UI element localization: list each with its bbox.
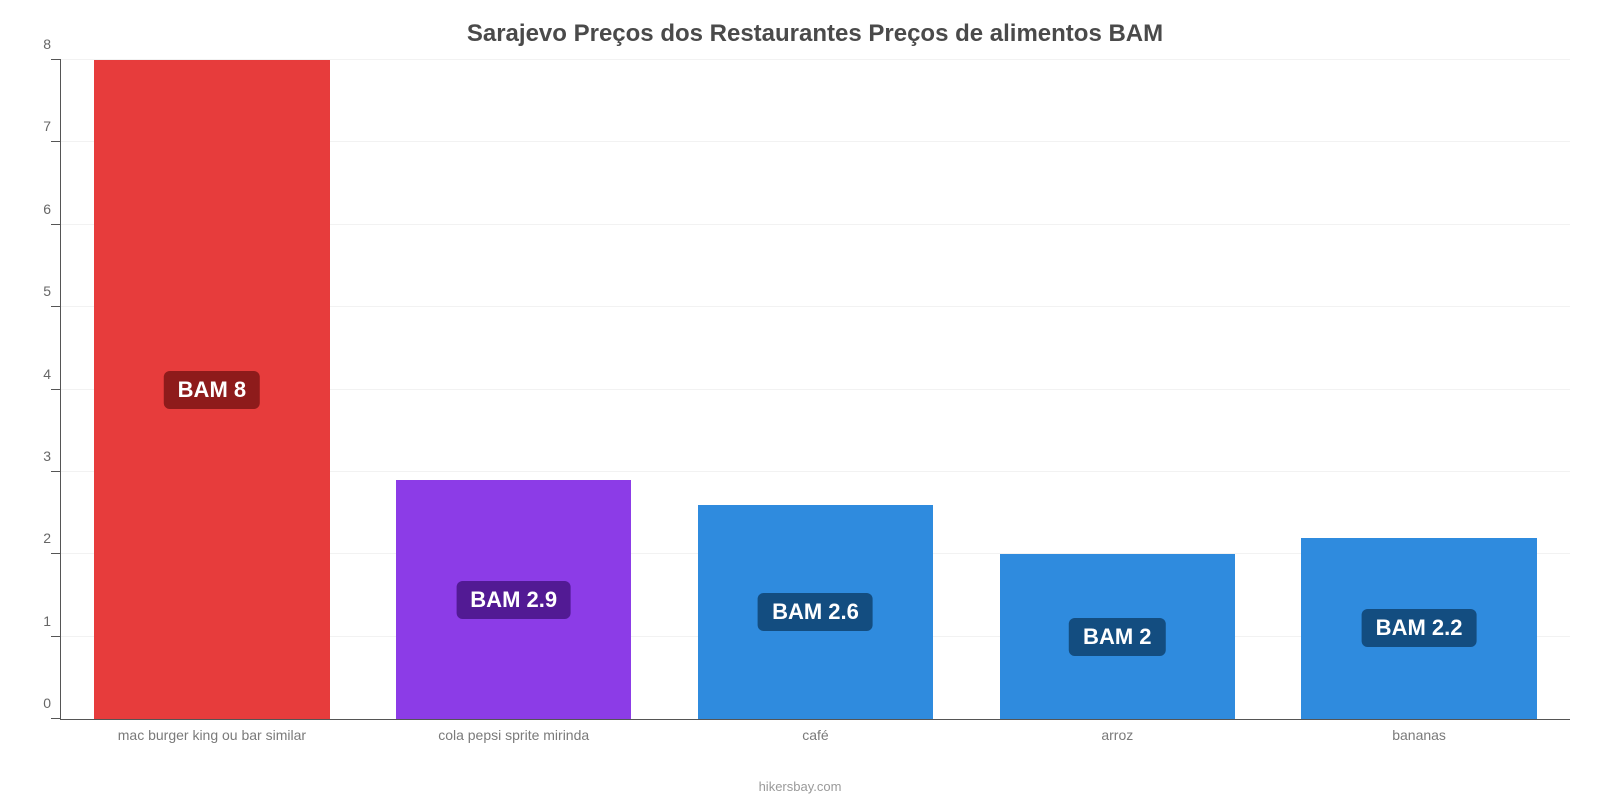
value-badge: BAM 2.2 [1362,609,1477,647]
y-tick [51,59,61,60]
y-tick-label: 7 [21,118,51,134]
x-axis-labels: mac burger king ou bar similarcola pepsi… [61,727,1570,743]
value-badge: BAM 2 [1069,618,1165,656]
x-tick-label: mac burger king ou bar similar [61,727,363,743]
bar-slot: BAM 8 [61,60,363,719]
y-tick-label: 4 [21,366,51,382]
y-tick [51,636,61,637]
value-badge: BAM 8 [164,371,260,409]
bar: BAM 2.9 [396,480,631,719]
bar-slot: BAM 2 [966,60,1268,719]
chart-title: Sarajevo Preços dos Restaurantes Preços … [60,20,1570,48]
y-tick [51,553,61,554]
y-tick [51,389,61,390]
bar: BAM 2.2 [1301,538,1536,719]
x-tick-label: cola pepsi sprite mirinda [363,727,665,743]
chart-container: Sarajevo Preços dos Restaurantes Preços … [0,0,1600,800]
bar: BAM 2.6 [698,505,933,719]
attribution-text: hikersbay.com [0,779,1600,794]
y-tick-label: 8 [21,36,51,52]
y-tick-label: 1 [21,613,51,629]
y-tick-label: 5 [21,283,51,299]
bar: BAM 8 [94,60,329,719]
y-tick-label: 0 [21,695,51,711]
x-tick-label: arroz [966,727,1268,743]
y-tick-label: 6 [21,201,51,217]
bar: BAM 2 [1000,554,1235,719]
value-badge: BAM 2.9 [456,581,571,619]
y-tick-label: 3 [21,448,51,464]
value-badge: BAM 2.6 [758,593,873,631]
y-tick [51,141,61,142]
y-tick-label: 2 [21,530,51,546]
x-tick-label: bananas [1268,727,1570,743]
y-tick [51,224,61,225]
x-tick-label: café [665,727,967,743]
bar-slot: BAM 2.9 [363,60,665,719]
y-tick [51,306,61,307]
bar-slot: BAM 2.2 [1268,60,1570,719]
bars-group: BAM 8 BAM 2.9 BAM 2.6 BAM 2 BAM 2.2 [61,60,1570,719]
y-tick [51,718,61,719]
bar-slot: BAM 2.6 [665,60,967,719]
y-tick [51,471,61,472]
plot-area: BAM 8BAM 2.9BAM 2.6BAM 2BAM 2.2 mac burg… [60,60,1570,720]
